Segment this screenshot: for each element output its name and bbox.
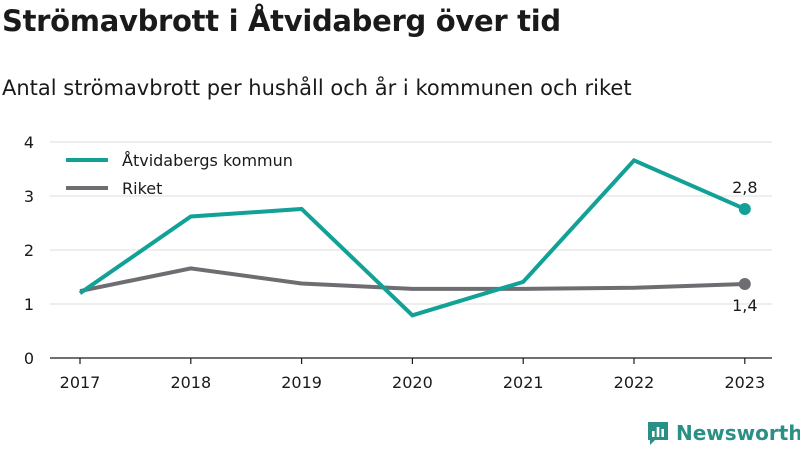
line-chart: 0 1 2 3 4 2017 2018 2019 2020 2021 2022 2023 1,4 2,… (24, 133, 772, 392)
legend-label: Riket (122, 179, 162, 198)
gridlines (50, 141, 772, 305)
end-point (738, 202, 751, 215)
x-tick-label: 2021 (503, 373, 544, 392)
x-tick-label: 2020 (392, 373, 433, 392)
y-tick-label: 4 (24, 133, 34, 152)
x-axis: 2017 2018 2019 2020 2021 2022 2023 (50, 357, 772, 392)
newsworthy-logo-icon (648, 422, 668, 445)
legend-label: Åtvidabergs kommun (122, 151, 293, 170)
end-point (738, 278, 751, 291)
series-line (78, 157, 746, 318)
series-lines: 1,4 2,8 (78, 157, 758, 318)
series-line (79, 266, 745, 293)
chart-subtitle: Antal strömavbrott per hushåll och år i … (2, 76, 632, 100)
legend: Åtvidabergs kommun Riket (66, 151, 293, 198)
x-tick-label: 2019 (281, 373, 322, 392)
y-tick-label: 2 (24, 241, 34, 260)
data-label: 2,8 (732, 178, 757, 197)
y-tick-label: 1 (24, 295, 34, 314)
brand-name: Newsworthy (676, 421, 800, 445)
data-label: 1,4 (732, 296, 757, 315)
y-axis-ticks: 0 1 2 3 4 (24, 133, 34, 368)
y-tick-label: 3 (24, 187, 34, 206)
x-tick-label: 2018 (170, 373, 211, 392)
chart-title: Strömavbrott i Åtvidaberg över tid (2, 4, 561, 38)
x-tick-label: 2023 (724, 373, 765, 392)
y-tick-label: 0 (24, 349, 34, 368)
brand-logo: Newsworthy (646, 420, 800, 446)
x-tick-label: 2022 (614, 373, 655, 392)
x-tick-label: 2017 (60, 373, 101, 392)
